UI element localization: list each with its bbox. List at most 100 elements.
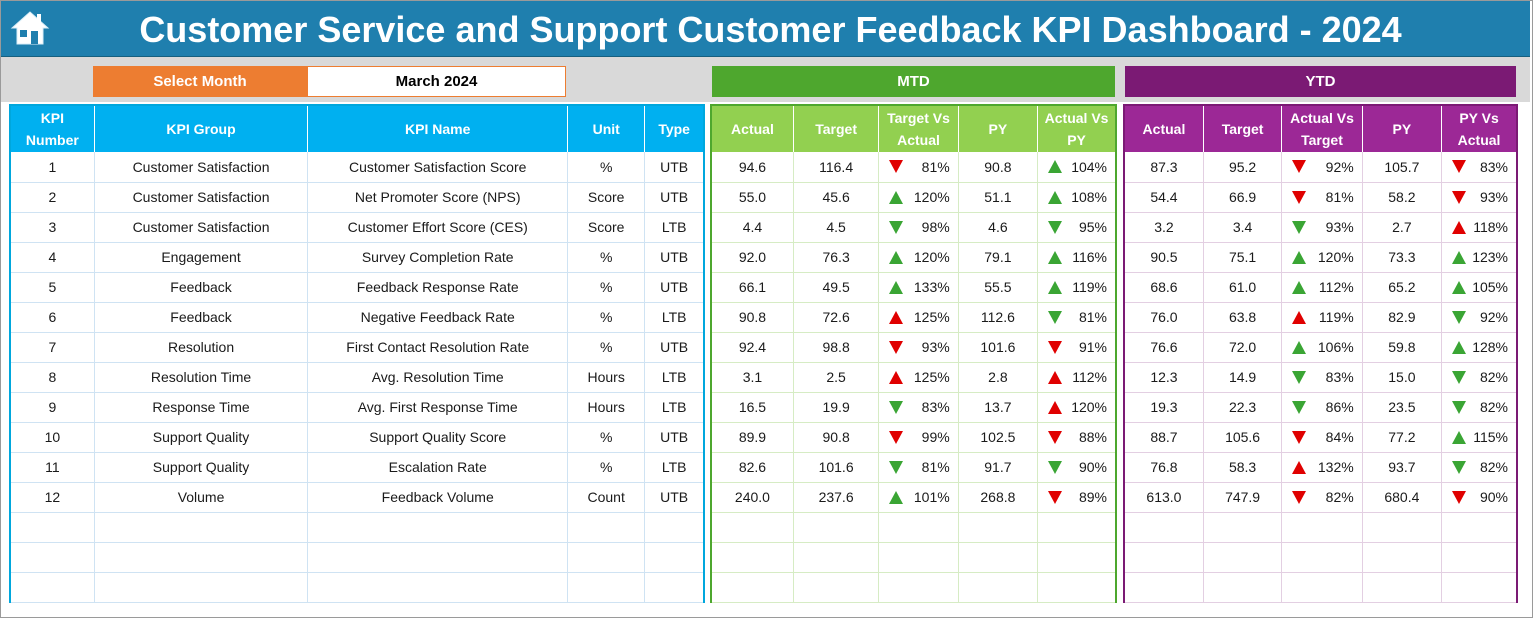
ytd-py-vs-actual-cell: 123% — [1441, 242, 1518, 273]
mtd-actual-vs-py-cell-content: 95% — [1038, 219, 1115, 235]
mtd-target-vs-actual-cell: 125% — [878, 302, 959, 333]
type-cell: UTB — [644, 482, 705, 513]
mtd-header-row: Actual Target Target Vs Actual PY Actual… — [711, 105, 1117, 152]
ytd-py-cell: 58.2 — [1362, 182, 1443, 213]
empty-row — [711, 512, 1117, 543]
ytd-actual-cell: 87.3 — [1124, 152, 1204, 183]
empty-cell — [307, 572, 569, 603]
kpi-group-cell: Volume — [94, 482, 309, 513]
ytd-actual-vs-target-cell-value: 83% — [1325, 369, 1354, 385]
mtd-table: Actual Target Target Vs Actual PY Actual… — [710, 104, 1117, 603]
ytd-actual-vs-target-cell: 81% — [1281, 182, 1363, 213]
ytd-actual-vs-target-cell: 86% — [1281, 392, 1363, 423]
mtd-target-vs-actual-cell-content: 98% — [879, 219, 957, 235]
month-select[interactable]: March 2024 — [307, 66, 566, 97]
ytd-actual-vs-target-cell-value: 82% — [1325, 489, 1354, 505]
mtd-target-vs-actual-cell-value: 81% — [921, 158, 950, 175]
ytd-py-vs-actual-cell-value: 90% — [1479, 489, 1508, 505]
empty-cell — [878, 512, 959, 543]
ytd-target-cell: 3.4 — [1203, 212, 1283, 243]
table-row: 12 Volume Feedback Volume Count UTB — [10, 482, 705, 513]
ytd-actual-vs-target-cell-content: 106% — [1282, 339, 1361, 355]
kpi-group-cell: Resolution Time — [94, 362, 309, 393]
unit-cell: Score — [567, 212, 646, 243]
ytd-actual-vs-target-cell-value: 119% — [1318, 309, 1354, 325]
ytd-actual-vs-target-cell-content: 93% — [1282, 219, 1361, 235]
unit-cell: Hours — [567, 362, 646, 393]
ytd-header-row: Actual Target Actual Vs Target PY PY Vs … — [1124, 105, 1518, 152]
ytd-target-cell: 63.8 — [1203, 302, 1283, 333]
mtd-actual-cell: 4.4 — [711, 212, 794, 243]
ytd-actual-vs-target-cell-value: 86% — [1325, 399, 1354, 415]
empty-cell — [1362, 572, 1443, 603]
mtd-target-vs-actual-cell: 101% — [878, 482, 959, 513]
ytd-actual-cell: 613.0 — [1124, 482, 1204, 513]
mtd-actual-vs-py-cell-value: 108% — [1071, 189, 1107, 205]
up-arrow-icon — [889, 190, 904, 204]
kpi-name-cell: Customer Effort Score (CES) — [307, 212, 569, 243]
mtd-py-cell: 2.8 — [958, 362, 1039, 393]
unit-cell: Hours — [567, 392, 646, 423]
down-arrow-icon — [889, 400, 904, 414]
empty-cell — [644, 512, 705, 543]
mtd-target-vs-actual-cell-value: 81% — [921, 459, 950, 475]
ytd-py-vs-actual-cell-value: 118% — [1473, 219, 1508, 235]
empty-cell — [1203, 572, 1283, 603]
kpi-group-cell: Customer Satisfaction — [94, 182, 309, 213]
down-arrow-icon — [889, 160, 904, 174]
mtd-actual-cell: 66.1 — [711, 272, 794, 303]
empty-row — [10, 512, 705, 543]
mtd-target-vs-actual-cell: 98% — [878, 212, 959, 243]
ytd-target-cell: 22.3 — [1203, 392, 1283, 423]
ytd-actual-cell: 54.4 — [1124, 182, 1204, 213]
ytd-py-vs-actual-cell-value: 82% — [1479, 399, 1508, 415]
ytd-py-vs-actual-cell-content: 93% — [1442, 189, 1516, 205]
up-arrow-icon — [889, 250, 904, 264]
empty-cell — [307, 512, 569, 543]
mtd-target-vs-actual-cell: 125% — [878, 362, 959, 393]
ytd-py-vs-actual-cell: 82% — [1441, 392, 1518, 423]
kpi-number-cell: 5 — [10, 272, 95, 303]
table-row: 3.1 2.5 125% 2.8 112% — [711, 362, 1117, 393]
home-icon[interactable] — [9, 9, 51, 47]
table-row: 76.0 63.8 119% 82.9 92% — [1124, 302, 1518, 333]
mtd-header-py: PY — [958, 105, 1039, 152]
kpi-number-cell: 3 — [10, 212, 95, 243]
empty-cell — [1281, 542, 1363, 573]
empty-cell — [644, 542, 705, 573]
unit-cell: % — [567, 242, 646, 273]
empty-row — [10, 572, 705, 603]
ytd-actual-vs-target-cell: 120% — [1281, 242, 1363, 273]
mtd-target-cell: 4.5 — [793, 212, 880, 243]
mtd-target-cell: 19.9 — [793, 392, 880, 423]
empty-cell — [1362, 512, 1443, 543]
up-arrow-icon — [889, 280, 904, 294]
unit-cell: % — [567, 422, 646, 453]
ytd-actual-vs-target-cell-content: 83% — [1282, 369, 1361, 385]
table-row: 92.4 98.8 93% 101.6 91% — [711, 332, 1117, 363]
mtd-target-vs-actual-cell-value: 125% — [913, 369, 950, 385]
header-unit: Unit — [567, 105, 646, 152]
ytd-py-vs-actual-cell-value: 83% — [1479, 158, 1508, 175]
ytd-py-vs-actual-cell-content: 115% — [1442, 429, 1516, 445]
type-cell: UTB — [644, 422, 705, 453]
down-arrow-icon — [1292, 160, 1307, 174]
mtd-actual-vs-py-cell: 119% — [1037, 272, 1117, 303]
ytd-target-cell: 75.1 — [1203, 242, 1283, 273]
ytd-actual-vs-target-cell-content: 86% — [1282, 399, 1361, 415]
ytd-actual-vs-target-cell-content: 82% — [1282, 489, 1361, 505]
kpi-name-cell: Escalation Rate — [307, 452, 569, 483]
ytd-py-vs-actual-cell-content: 82% — [1442, 459, 1516, 475]
ytd-py-vs-actual-cell: 118% — [1441, 212, 1518, 243]
ytd-py-vs-actual-cell-content: 90% — [1442, 489, 1516, 505]
type-cell: LTB — [644, 212, 705, 243]
table-row: 1 Customer Satisfaction Customer Satisfact… — [10, 152, 705, 183]
empty-cell — [1124, 542, 1204, 573]
ytd-py-cell: 680.4 — [1362, 482, 1443, 513]
table-row: 90.8 72.6 125% 112.6 81% — [711, 302, 1117, 333]
mtd-target-vs-actual-cell-value: 120% — [913, 189, 950, 205]
down-arrow-icon — [1048, 340, 1063, 354]
mtd-target-vs-actual-cell-value: 120% — [913, 249, 950, 265]
ytd-py-vs-actual-cell-content: 82% — [1442, 399, 1516, 415]
mtd-target-vs-actual-cell: 120% — [878, 242, 959, 273]
